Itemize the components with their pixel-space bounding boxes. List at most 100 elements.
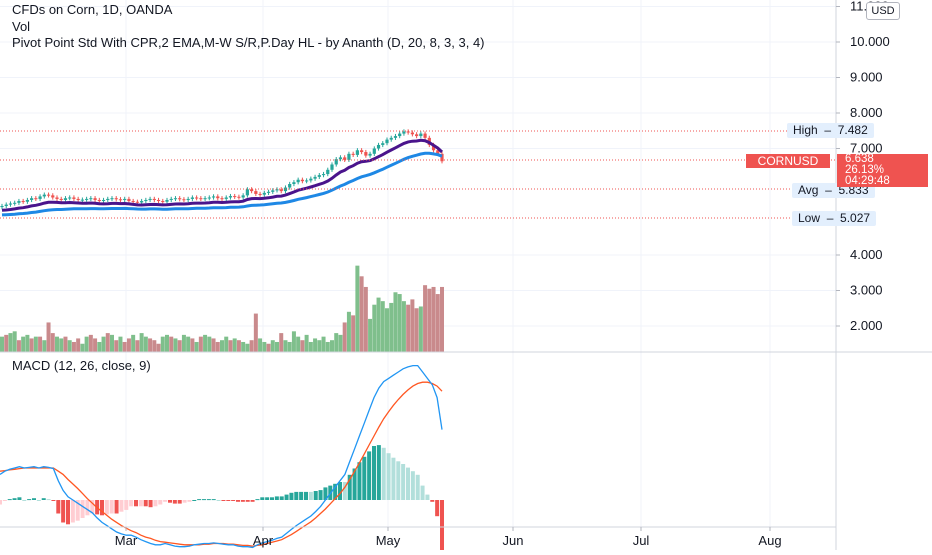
macd-histogram-bar: [187, 500, 192, 502]
volume-bar: [220, 340, 224, 352]
macd-histogram-bar: [401, 464, 406, 500]
avg-dash: –: [821, 183, 836, 197]
candle-body: [381, 143, 385, 145]
candle-body: [351, 153, 355, 155]
last-price-value: 6.638: [845, 153, 874, 165]
candle-body: [211, 196, 216, 198]
candle-body: [59, 198, 63, 200]
candle-body: [372, 148, 376, 154]
candle-body: [63, 198, 68, 200]
macd-histogram-bar: [240, 500, 245, 502]
macd-histogram-bar: [163, 500, 168, 502]
volume-bar: [368, 318, 373, 352]
macd-histogram-bar: [425, 494, 430, 500]
ema-slow-line: [1, 151, 443, 217]
last-price-change: 26.13%: [845, 164, 885, 176]
volume-bar: [59, 338, 64, 352]
macd-histogram-bar: [7, 499, 12, 501]
volume-bar: [97, 341, 102, 352]
macd-histogram-bar: [124, 500, 129, 510]
macd-histogram-bar: [250, 500, 255, 502]
macd-histogram-bar: [66, 500, 70, 525]
volume-bar: [389, 302, 394, 352]
candle-body: [34, 198, 38, 200]
volume-bar: [126, 338, 131, 352]
candle-body: [46, 194, 51, 196]
volume-bar: [215, 341, 220, 352]
candle-body: [355, 150, 359, 155]
macd-histogram-bar: [41, 498, 46, 500]
symbol-title[interactable]: CFDs on Corn, 1D, OANDA: [12, 2, 173, 17]
macd-histogram-bar: [143, 500, 148, 507]
volume-bar: [406, 304, 411, 352]
ticker-tag: CORNUSD: [746, 154, 830, 168]
candle-body: [368, 153, 372, 156]
currency-badge[interactable]: USD: [866, 2, 900, 20]
macd-histogram-bar: [2, 500, 7, 501]
low-dash: –: [823, 211, 837, 225]
candle-body: [38, 196, 42, 199]
x-tick-label: May: [376, 533, 401, 548]
volume-bar: [122, 341, 127, 352]
candle-body: [93, 198, 97, 200]
macd-histogram-bar: [255, 499, 260, 501]
avg-level-label: Avg: [798, 183, 819, 197]
macd-histogram-bar: [197, 499, 202, 501]
volume-bar: [12, 331, 17, 352]
macd-histogram-bar: [372, 446, 376, 500]
candle-body: [279, 189, 283, 192]
candle-body: [326, 169, 330, 175]
candle-body: [347, 153, 351, 160]
volume-bar: [270, 340, 275, 352]
macd-histogram-bar: [386, 453, 391, 500]
macd-histogram-bar: [12, 498, 17, 500]
macd-histogram-bar: [279, 496, 284, 500]
ema-lines: [1, 138, 444, 217]
candle-body: [254, 191, 258, 194]
candle-body: [228, 196, 233, 198]
candle-body: [431, 144, 436, 151]
volume-bar: [224, 336, 229, 352]
candle-body: [305, 180, 309, 182]
macd-histogram-bar: [415, 474, 420, 500]
volume-bar: [308, 341, 313, 352]
macd-histogram-bar: [284, 494, 289, 500]
macd-histogram-bar: [56, 500, 61, 514]
volume-bar: [46, 322, 51, 352]
macd-histogram-bar: [17, 497, 22, 500]
macd-histogram-bar: [158, 500, 163, 505]
macd-legend[interactable]: MACD (12, 26, close, 9): [12, 358, 151, 373]
candle-body: [250, 189, 254, 192]
indicator-legend[interactable]: Pivot Point Std With CPR,2 EMA,M-W S/R,P…: [12, 35, 485, 50]
candle-body: [266, 191, 271, 193]
macd-histogram-bar: [342, 482, 347, 500]
volume-bar: [330, 340, 334, 352]
macd-histogram-bar: [274, 496, 279, 500]
macd-histogram-bar: [32, 498, 36, 500]
macd-histogram-bar: [338, 482, 342, 500]
volume-bar: [423, 285, 428, 352]
volume-bar: [291, 331, 296, 352]
candle-body: [30, 198, 34, 200]
macd-histogram-bar: [46, 499, 51, 501]
volume-bar: [110, 334, 114, 352]
candle-body: [389, 137, 393, 140]
last-price-tag: 6.638 26.13% 04:29:48: [837, 153, 928, 187]
candle-body: [262, 192, 266, 195]
macd-histogram-bar: [396, 461, 401, 500]
macd-histogram-bar: [114, 500, 119, 514]
macd-histogram-bar: [216, 500, 221, 501]
volume-legend[interactable]: Vol: [12, 19, 31, 34]
candle-body: [296, 179, 300, 183]
candle-body: [410, 132, 414, 135]
volume-bar: [165, 334, 169, 352]
candle-body: [275, 189, 279, 191]
volume-bar: [355, 265, 360, 352]
candle-body: [135, 201, 139, 203]
volume-bar: [372, 304, 377, 352]
macd-histogram-bar: [206, 499, 211, 501]
volume-bar: [84, 336, 89, 352]
volume-bar: [376, 297, 381, 352]
